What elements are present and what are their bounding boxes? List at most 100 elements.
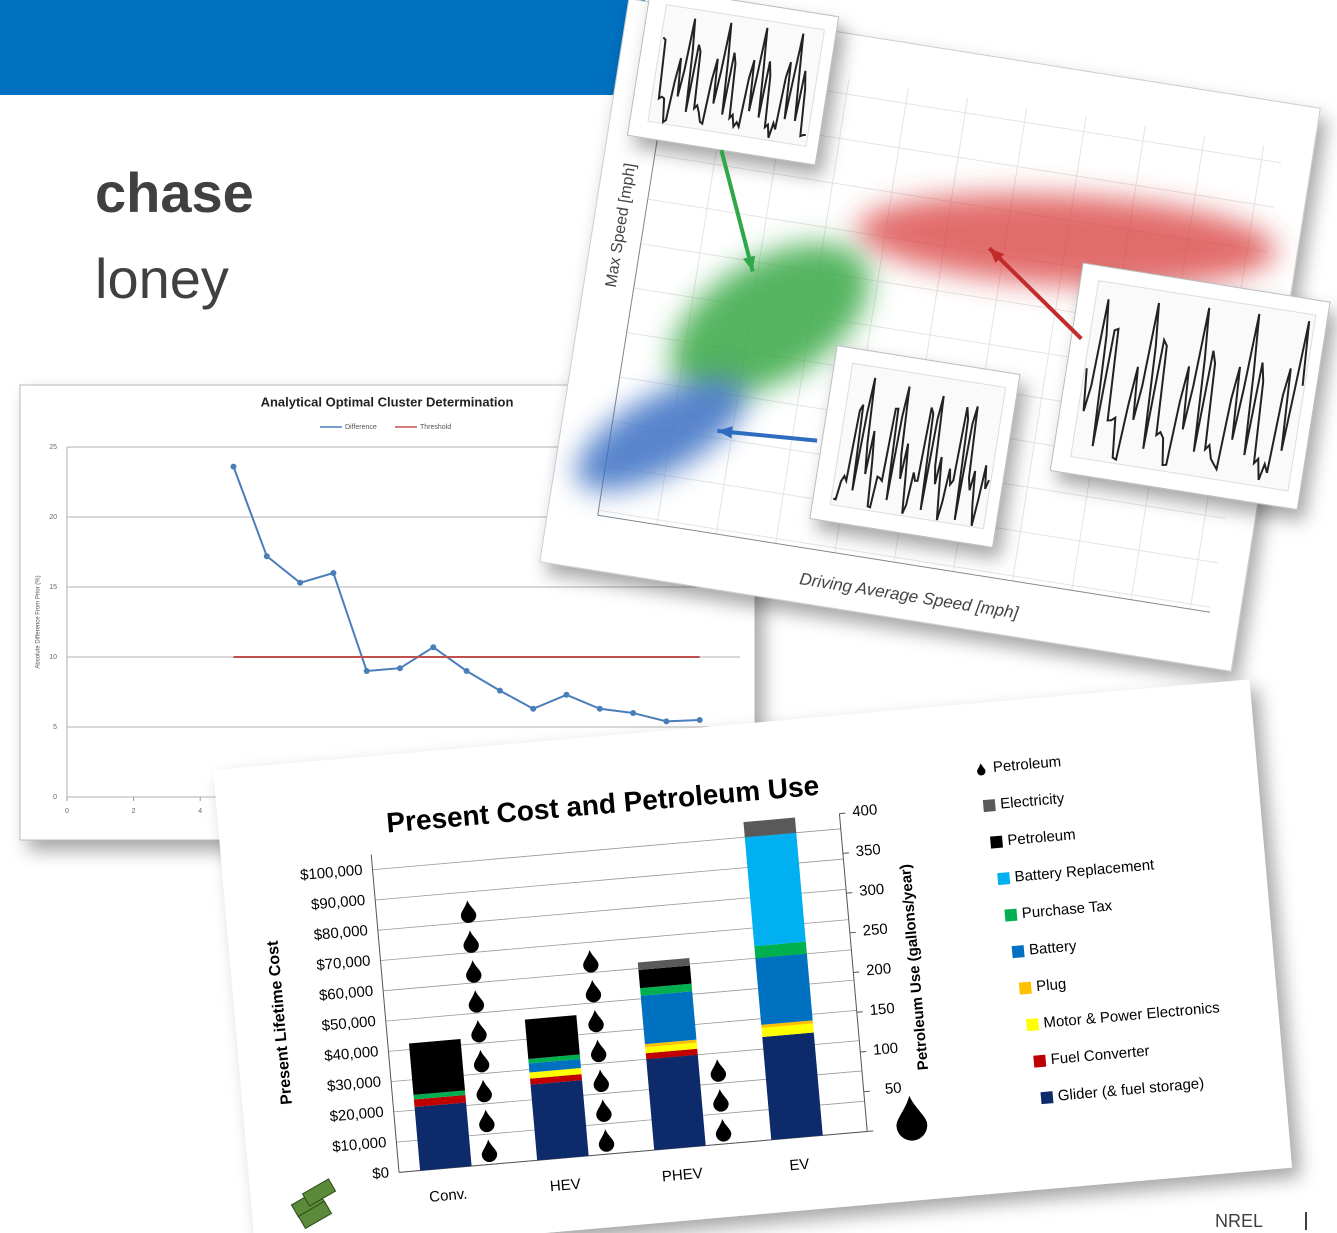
point [297,579,304,586]
x-tick-label: 4 [198,808,202,815]
y-tick-label: 0 [53,794,57,801]
y-tick-label: $30,000 [326,1073,382,1095]
y-tick-label: $60,000 [318,983,374,1005]
cluster [856,193,1277,287]
y2-tick-label: 150 [869,1000,895,1019]
inset-trace [1082,299,1311,481]
legend-label: Petroleum [1007,826,1077,849]
drop [468,990,485,1013]
y2-tick [867,1130,874,1132]
y-axis-label: Absolute Difference From Prior (%) [36,575,42,668]
bar-segment [755,953,813,1025]
arrow [987,246,1083,341]
legend-swatch [997,872,1011,886]
drop [466,960,482,983]
bar-segment [761,1020,813,1028]
y-tick-label: 25 [49,444,57,451]
y2-axis [838,813,868,1132]
drop [473,1049,490,1073]
legend-swatch [982,799,996,813]
y2-tick-label: 250 [862,921,888,940]
bar-segment [754,941,807,959]
y-tick-label: $40,000 [324,1043,380,1065]
y2-tick [853,971,860,974]
y2-tick-label: 100 [872,1040,898,1059]
bar-segment [646,1054,706,1151]
y2-tick-label: 300 [859,881,885,900]
arrow-head [989,248,1005,263]
drop [460,900,477,923]
point [496,687,503,694]
bar-segment [645,1042,698,1054]
legend-swatch [990,835,1004,849]
y2-tick [842,852,849,854]
money-icon [301,1178,337,1207]
y2-tick-label: 200 [865,960,891,979]
drop [715,1119,732,1142]
bar-segment [524,1015,580,1059]
legend-label: Petroleum [992,753,1062,776]
point [397,665,403,672]
footer-org: NREL [1215,1211,1263,1231]
drop [596,1099,612,1122]
grid-line [1012,116,1087,582]
cluster [576,377,747,491]
bar-segment [762,1032,823,1140]
inset-trace [832,377,990,527]
drop [476,1079,492,1103]
y-tick-label: 10 [49,654,57,661]
bar-segment [640,991,697,1045]
y2-tick [860,1050,867,1053]
point [530,705,537,712]
y2-tick [849,931,856,934]
point [263,553,270,560]
bar-segment [529,1068,582,1079]
point [596,705,603,712]
point [563,691,570,698]
legend-label: Plug [1036,976,1067,996]
y-tick-label: $50,000 [321,1013,377,1035]
bar-segment [640,983,693,996]
y-tick-label: $100,000 [299,862,363,884]
drop [479,1109,495,1133]
drop [713,1089,729,1112]
bar-segment [744,832,806,947]
chart-title: Analytical Optimal Cluster Determination [261,394,514,409]
bar-segment [644,1039,697,1048]
drop-column [460,900,498,1163]
bar-segment [414,1102,472,1171]
legend-label: Electricity [999,790,1065,813]
drop [590,1039,607,1063]
cost-chart-panel: Present Cost and Petroleum Use$0$10,000$… [213,679,1293,1233]
x-tick-label: HEV [549,1176,581,1196]
point [696,717,703,723]
bar-segment [413,1094,467,1108]
y-tick-label: $80,000 [313,922,369,944]
y-tick-label: $0 [372,1164,390,1182]
axis-drop-icon [896,1095,928,1141]
drop [593,1069,609,1092]
legend-label: Battery [1028,937,1077,958]
legend-label: Difference [345,424,377,431]
axis [597,514,1211,613]
drop [481,1139,498,1163]
y2-tick-label: 50 [884,1079,902,1097]
drop [588,1009,604,1033]
drop-column [710,1059,732,1142]
bar-segment [530,1074,583,1085]
header-band [0,0,645,95]
legend-label: Threshold [420,424,451,431]
y2-tick-label: 350 [855,841,881,860]
y-tick-label: $10,000 [332,1134,388,1156]
scatter-panel: Max Speed [mph]Driving Average Speed [mp… [539,0,1331,672]
x-tick-label: 2 [132,808,136,815]
y2-tick [856,1011,863,1013]
y-tick-label: $70,000 [316,952,372,974]
y2-tick [863,1090,870,1093]
y-tick-label: $20,000 [329,1104,385,1126]
bar-segment [637,957,690,971]
arrow-head [717,426,733,439]
point [463,668,470,674]
heading-line: chase [95,161,254,224]
